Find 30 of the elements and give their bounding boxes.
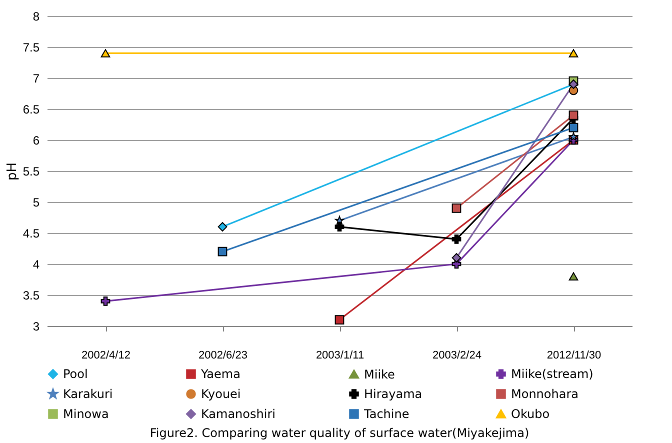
y-tick-label: 6 [32,134,40,148]
legend-label: Minowa [63,407,109,421]
y-tick-label: 5.5 [22,164,40,178]
legend-label: Kyouei [201,387,241,401]
legend-label: Tachine [363,407,410,421]
y-tick-label: 3.5 [22,288,40,302]
y-tick-label: 7 [32,72,40,86]
x-tick-label: 2002/6/23 [198,350,248,362]
y-tick-label: 6.5 [22,102,40,116]
y-axis-title: pH [4,162,20,181]
legend-label: Okubo [511,407,550,421]
y-tick-label: 8 [32,10,40,24]
legend-label: Yaema [200,367,240,382]
legend-label: Pool [63,367,88,382]
text: Figure2. Comparing water quality of surface water(Miyakejima) [150,426,530,440]
legend-label: Kamanoshiri [201,407,276,421]
y-tick-label: 4.5 [22,226,40,240]
y-tick-label: 3 [32,320,40,334]
x-tick-label: 2003/2/24 [432,350,482,362]
y-tick-label: 5 [32,196,40,210]
legend-label: Hirayama [364,387,422,401]
x-tick-label: 2003/1/11 [316,350,364,362]
legend-label: Miike(stream) [511,367,594,382]
x-tick-label: 2002/4/12 [82,350,130,362]
x-tick-label: 2012/11/30 [546,350,602,362]
y-tick-label: 7.5 [22,40,40,54]
legend-label: Monnohara [511,387,578,401]
legend-label: Karakuri [63,387,113,401]
y-tick-label: 4 [32,258,40,272]
legend-label: Miike [364,367,395,382]
